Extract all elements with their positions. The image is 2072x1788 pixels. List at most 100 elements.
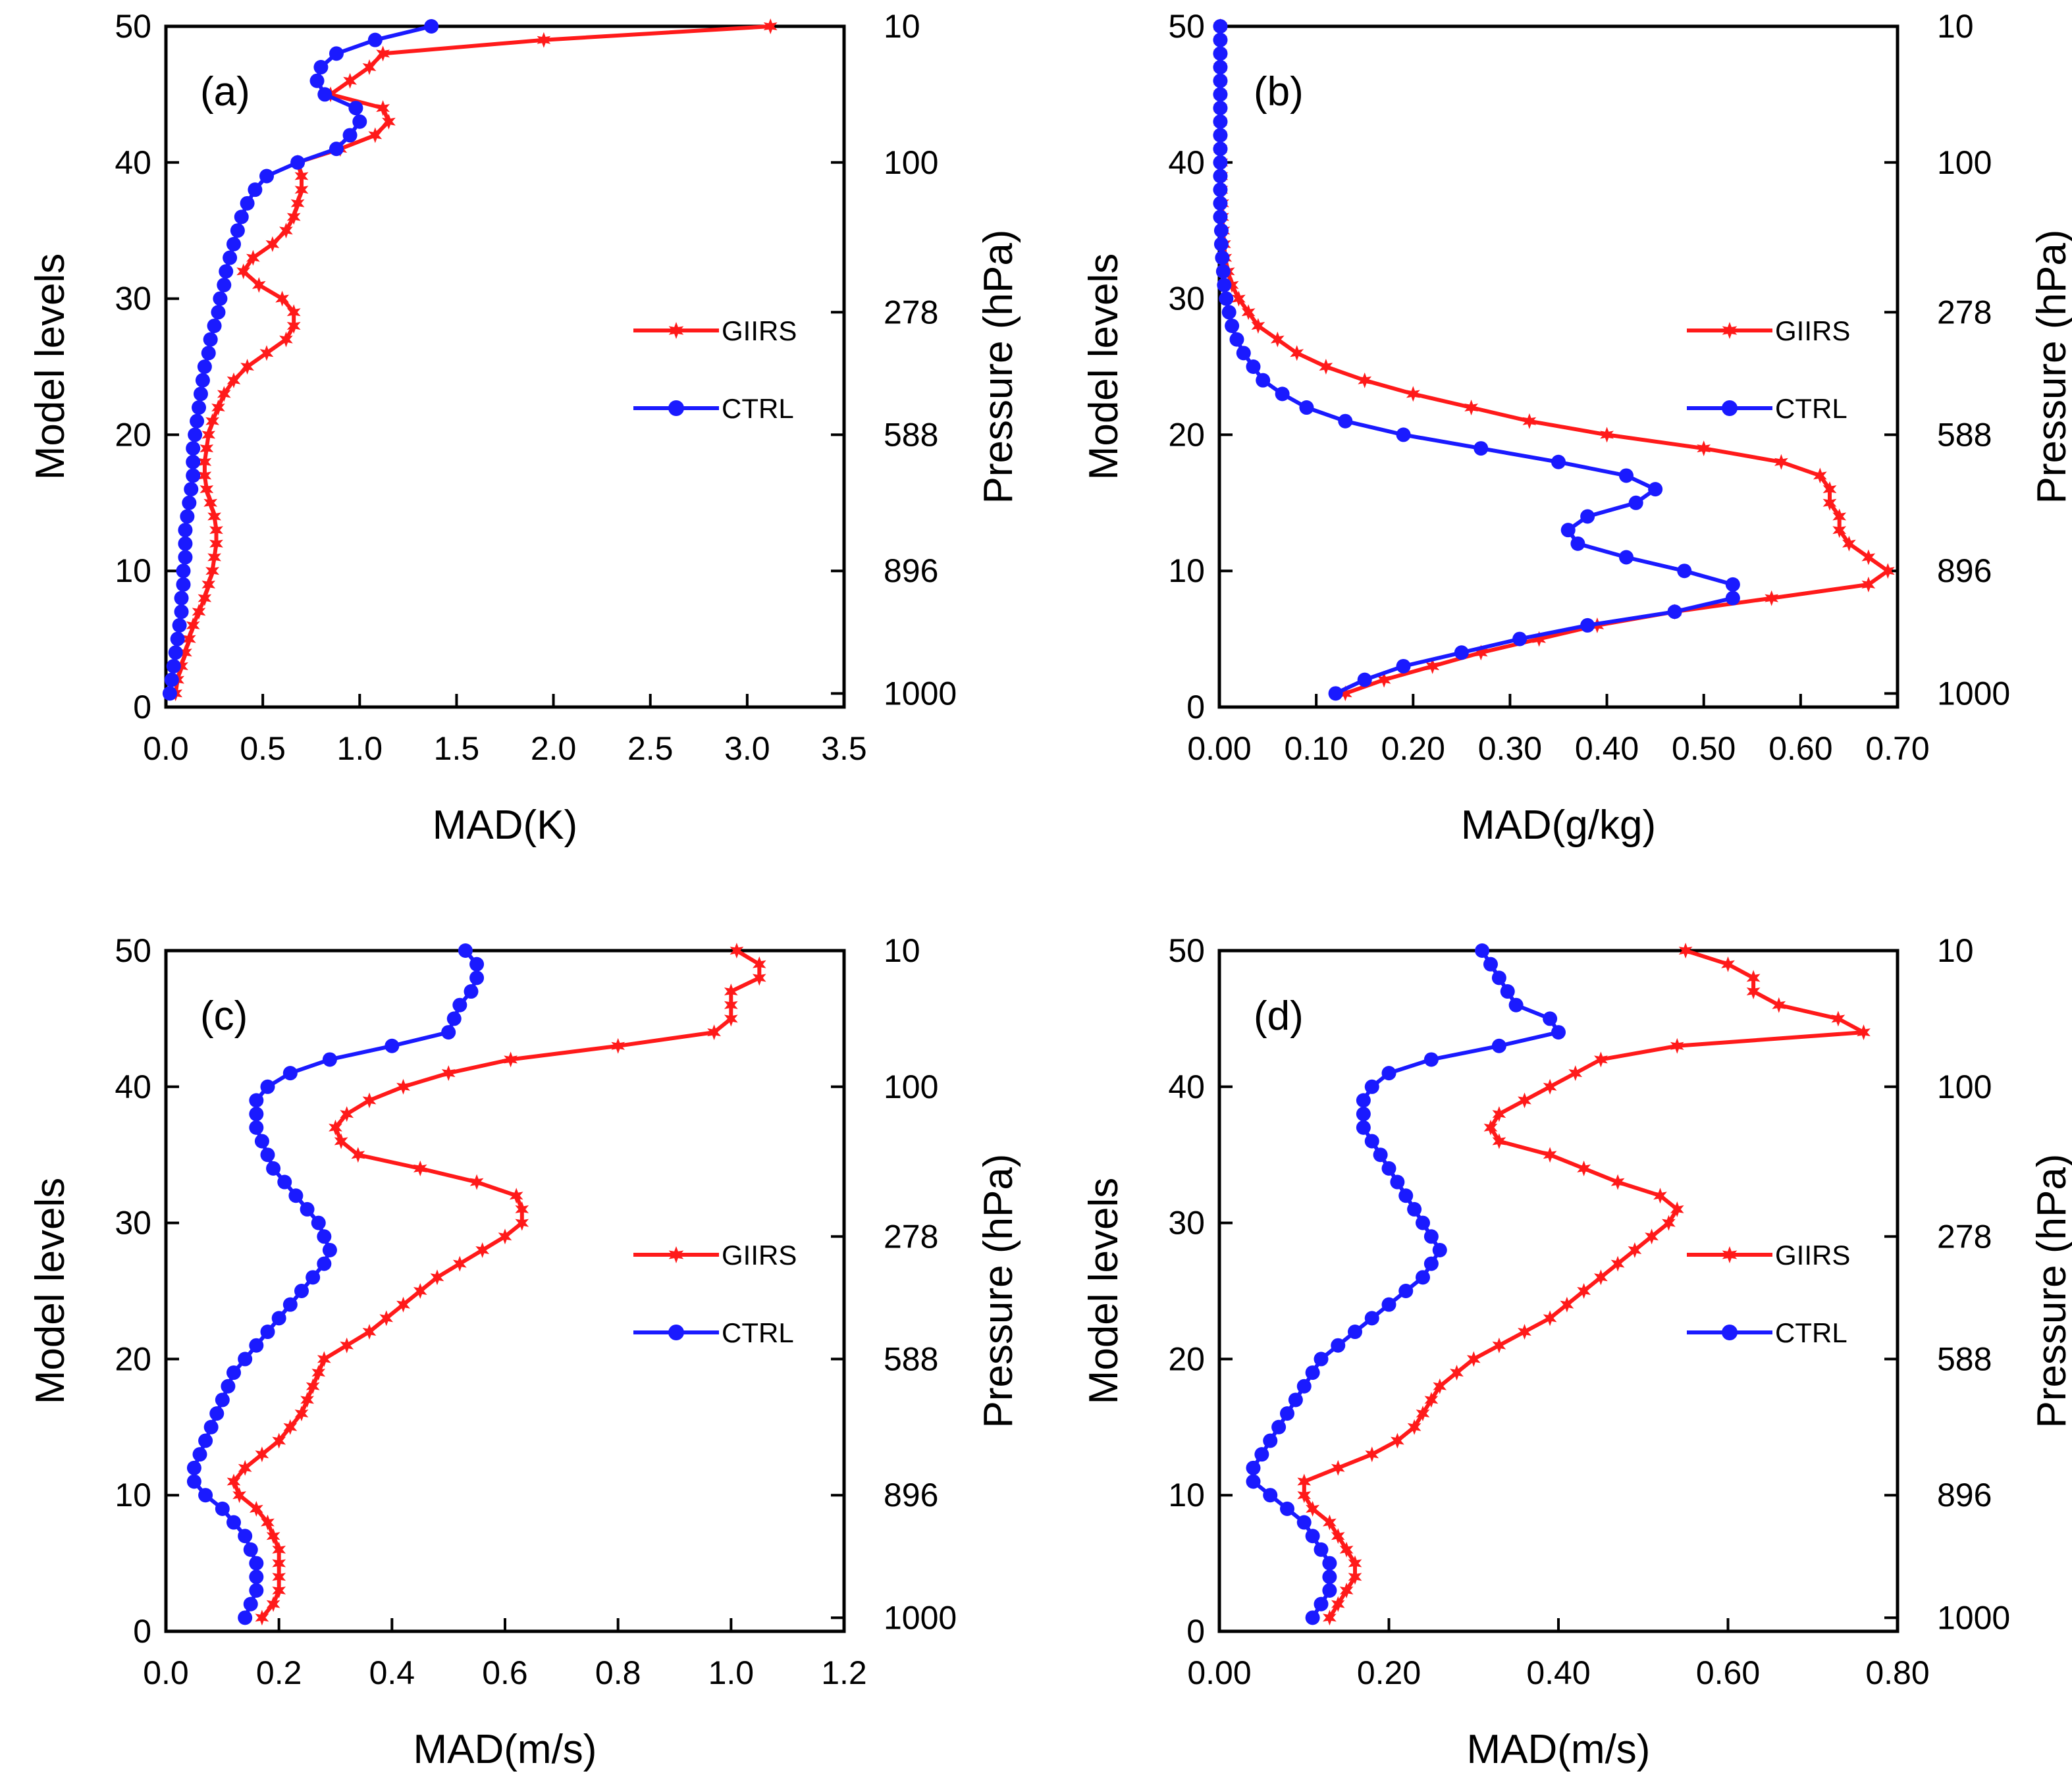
y-axis-title: Model levels bbox=[28, 253, 73, 481]
data-point-giirs bbox=[1610, 1174, 1625, 1190]
panel-label: (c) bbox=[200, 993, 248, 1039]
data-point-giirs bbox=[1594, 1269, 1608, 1286]
data-point-ctrl bbox=[1432, 1242, 1447, 1257]
data-point-ctrl bbox=[1221, 305, 1236, 320]
data-point-giirs bbox=[1822, 494, 1837, 511]
data-point-ctrl bbox=[249, 1093, 264, 1108]
data-point-giirs bbox=[186, 617, 200, 633]
panel-label: (a) bbox=[200, 69, 250, 115]
data-point-giirs bbox=[272, 1583, 286, 1598]
data-point-ctrl bbox=[178, 550, 193, 565]
legend-label-ctrl: CTRL bbox=[1775, 1317, 1847, 1348]
data-point-ctrl bbox=[1263, 1433, 1278, 1448]
data-point-ctrl bbox=[254, 1134, 269, 1149]
panel-label: (b) bbox=[1254, 69, 1304, 115]
data-point-giirs bbox=[1474, 644, 1488, 661]
data-point-giirs bbox=[469, 1174, 484, 1190]
data-point-ctrl bbox=[192, 1447, 207, 1462]
data-point-giirs bbox=[724, 1011, 738, 1027]
y2-tick-label: 1000 bbox=[884, 1599, 957, 1636]
legend-label-ctrl: CTRL bbox=[1775, 393, 1847, 424]
y2-axis-title: Pressure (hPa) bbox=[976, 230, 1021, 504]
data-point-giirs bbox=[294, 1406, 309, 1422]
data-point-ctrl bbox=[1280, 1406, 1294, 1421]
data-point-giirs bbox=[1464, 400, 1478, 415]
data-point-ctrl bbox=[441, 1025, 456, 1040]
data-point-giirs bbox=[498, 1228, 512, 1245]
y-tick-label: 20 bbox=[115, 416, 151, 453]
legend-marker-giirs bbox=[1722, 322, 1738, 339]
data-point-ctrl bbox=[1390, 1174, 1405, 1190]
x-tick-label: 1.5 bbox=[434, 730, 480, 767]
data-point-ctrl bbox=[266, 1161, 281, 1176]
data-point-giirs bbox=[1339, 1541, 1354, 1558]
data-point-giirs bbox=[1297, 1487, 1312, 1504]
data-point-ctrl bbox=[249, 1583, 264, 1598]
data-point-giirs bbox=[205, 413, 219, 429]
y2-axis-title: Pressure (hPa) bbox=[2029, 230, 2072, 504]
data-point-giirs bbox=[317, 1351, 331, 1367]
data-point-giirs bbox=[1416, 1406, 1430, 1422]
data-point-giirs bbox=[1522, 413, 1537, 429]
data-point-ctrl bbox=[1454, 645, 1469, 660]
data-point-giirs bbox=[286, 209, 301, 225]
data-point-giirs bbox=[1543, 1310, 1557, 1327]
data-point-giirs bbox=[1645, 1228, 1659, 1245]
data-point-giirs bbox=[362, 1092, 377, 1109]
y-axis-title: Model levels bbox=[28, 1178, 73, 1405]
data-point-ctrl bbox=[234, 209, 249, 224]
data-point-ctrl bbox=[1314, 1542, 1329, 1557]
data-point-ctrl bbox=[1551, 454, 1566, 469]
y2-tick-label: 588 bbox=[1937, 1340, 1992, 1377]
data-point-giirs bbox=[240, 359, 254, 375]
data-point-giirs bbox=[198, 467, 212, 484]
y-tick-label: 10 bbox=[1168, 552, 1205, 589]
data-point-ctrl bbox=[1491, 1038, 1506, 1053]
data-point-ctrl bbox=[282, 1297, 298, 1312]
y-tick-label: 50 bbox=[115, 932, 151, 969]
data-point-giirs bbox=[362, 1324, 377, 1340]
x-tick-label: 0.00 bbox=[1187, 730, 1251, 767]
data-point-ctrl bbox=[309, 73, 325, 88]
data-point-giirs bbox=[261, 1514, 275, 1531]
data-point-ctrl bbox=[1423, 1052, 1439, 1067]
data-point-giirs bbox=[1407, 1419, 1421, 1435]
data-point-ctrl bbox=[1213, 101, 1228, 116]
data-point-ctrl bbox=[305, 1270, 321, 1285]
data-point-giirs bbox=[1232, 290, 1246, 307]
data-point-ctrl bbox=[1296, 1379, 1312, 1394]
data-point-ctrl bbox=[1215, 264, 1231, 279]
data-point-giirs bbox=[1306, 1500, 1319, 1517]
data-point-giirs bbox=[1365, 1446, 1379, 1463]
data-point-ctrl bbox=[260, 1147, 275, 1163]
panel-label: (d) bbox=[1254, 993, 1304, 1039]
data-point-ctrl bbox=[322, 1052, 337, 1067]
data-point-giirs bbox=[1424, 1392, 1439, 1408]
x-tick-label: 0.70 bbox=[1865, 730, 1929, 767]
data-point-ctrl bbox=[1322, 1556, 1337, 1571]
data-point-giirs bbox=[763, 18, 778, 34]
data-point-ctrl bbox=[424, 19, 439, 34]
data-point-giirs bbox=[290, 195, 305, 211]
data-point-ctrl bbox=[1225, 318, 1240, 333]
data-point-giirs bbox=[1697, 440, 1711, 457]
x-tick-label: 1.0 bbox=[708, 1654, 755, 1691]
data-point-giirs bbox=[1746, 970, 1761, 986]
data-point-ctrl bbox=[221, 1379, 236, 1394]
data-point-giirs bbox=[1600, 427, 1614, 443]
legend-label-giirs: GIIRS bbox=[722, 1240, 797, 1271]
data-point-giirs bbox=[265, 236, 280, 252]
y-tick-label: 40 bbox=[1168, 1068, 1205, 1105]
y2-tick-label: 10 bbox=[1937, 932, 1974, 969]
data-point-ctrl bbox=[182, 495, 197, 510]
data-point-ctrl bbox=[1580, 509, 1595, 524]
y2-tick-label: 10 bbox=[1937, 8, 1974, 45]
y2-tick-label: 10 bbox=[884, 8, 920, 45]
data-point-ctrl bbox=[215, 1392, 230, 1407]
data-point-ctrl bbox=[1256, 373, 1271, 388]
data-point-ctrl bbox=[1213, 60, 1228, 75]
data-point-giirs bbox=[1662, 1215, 1676, 1231]
data-point-ctrl bbox=[195, 373, 210, 388]
data-point-ctrl bbox=[230, 223, 245, 238]
